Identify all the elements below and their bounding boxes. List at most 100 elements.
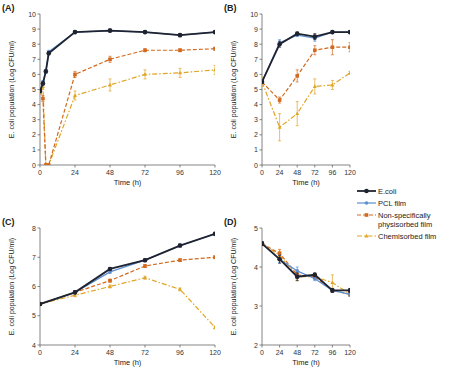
x-tick — [40, 345, 41, 348]
y-tick-label: 7 — [32, 254, 36, 261]
error-bar — [349, 292, 351, 296]
legend-swatch — [356, 210, 378, 220]
series-line — [40, 31, 215, 91]
y-tick — [38, 89, 41, 90]
y-tick-label: 4 — [254, 101, 258, 108]
data-point — [313, 34, 318, 39]
error-bar — [331, 288, 334, 292]
data-point — [213, 325, 215, 329]
data-point — [41, 97, 45, 101]
error-bar — [313, 79, 316, 94]
series — [262, 40, 350, 103]
y-tick — [260, 306, 263, 307]
data-point — [295, 112, 299, 116]
data-point — [348, 293, 350, 297]
error-bar — [74, 291, 77, 294]
error-bar — [40, 90, 42, 93]
error-bar — [296, 70, 299, 82]
series-line — [40, 278, 215, 328]
plot-area — [40, 28, 215, 165]
data-point — [348, 71, 350, 75]
series-line — [40, 31, 215, 91]
y-tick-label: 5 — [32, 312, 36, 319]
panel: (A)012345678910024487296120Time (h)E. co… — [2, 3, 221, 187]
data-point — [278, 257, 282, 261]
error-bar — [262, 80, 264, 83]
data-point — [143, 276, 147, 280]
data-point — [47, 163, 51, 165]
data-point — [277, 42, 282, 47]
data-point — [348, 293, 350, 297]
y-tick — [260, 104, 263, 105]
legend-swatch — [356, 198, 378, 208]
error-bar — [214, 232, 216, 235]
error-bar — [262, 80, 264, 83]
data-point — [295, 31, 300, 36]
x-axis-label: Time (h) — [114, 358, 142, 367]
x-tick — [262, 165, 263, 168]
x-tick-label: 96 — [176, 169, 184, 176]
error-bar — [44, 70, 47, 73]
x-axis-label: Time (h) — [114, 178, 142, 187]
data-point — [262, 80, 264, 85]
data-point — [73, 30, 77, 34]
error-bar — [313, 35, 316, 41]
data-point — [178, 258, 182, 262]
data-point — [178, 244, 182, 248]
x-tick-label: 48 — [293, 169, 301, 176]
data-point — [178, 71, 182, 75]
data-point — [108, 267, 113, 272]
y-tick-label: 3 — [32, 116, 36, 123]
error-bar — [214, 232, 216, 235]
x-tick — [75, 345, 76, 348]
data-point — [313, 84, 317, 88]
data-point — [108, 28, 113, 33]
y-tick-label: 3 — [254, 116, 258, 123]
series — [262, 30, 350, 83]
data-point — [143, 258, 148, 263]
series — [40, 276, 215, 329]
data-point — [330, 30, 335, 35]
error-bar — [331, 31, 334, 34]
y-tick-label: 9 — [254, 26, 258, 33]
legend-entry: Chemisorbed film — [356, 231, 452, 241]
y-tick — [38, 29, 41, 30]
y-axis-label: E. coli population (Log CFU/ml) — [230, 238, 238, 335]
data-point — [40, 89, 42, 93]
data-point — [278, 125, 282, 129]
x-tick — [180, 345, 181, 348]
series-line — [40, 49, 215, 165]
data-point — [278, 252, 282, 256]
y-axis-label: E. coli population (Log CFU/ml) — [230, 41, 238, 138]
error-bar — [331, 275, 334, 291]
series — [262, 30, 350, 84]
y-tick-label: 7 — [32, 56, 36, 63]
error-bar — [296, 273, 299, 281]
error-bar — [179, 244, 182, 247]
error-bar — [349, 43, 351, 52]
y-tick-label: 5 — [254, 86, 258, 93]
series — [40, 29, 215, 93]
error-bar — [214, 31, 216, 34]
data-point — [295, 275, 299, 279]
error-bar — [313, 273, 316, 277]
error-bar — [109, 285, 112, 288]
error-bar — [296, 32, 299, 35]
error-bar — [296, 273, 299, 281]
x-tick-label: 72 — [141, 349, 149, 356]
y-tick — [38, 149, 41, 150]
x-tick — [350, 165, 351, 168]
y-axis-label: E. coli population (Log CFU/ml) — [8, 238, 16, 335]
error-bar — [331, 288, 334, 292]
x-tick — [110, 165, 111, 168]
y-tick — [38, 286, 41, 287]
error-bar — [179, 288, 182, 291]
error-bar — [109, 279, 112, 282]
data-point — [295, 74, 299, 78]
series — [262, 241, 350, 292]
error-bar — [74, 91, 77, 100]
error-bar — [296, 102, 299, 126]
series — [262, 242, 350, 297]
error-bar — [109, 79, 112, 91]
error-bar — [313, 34, 316, 40]
